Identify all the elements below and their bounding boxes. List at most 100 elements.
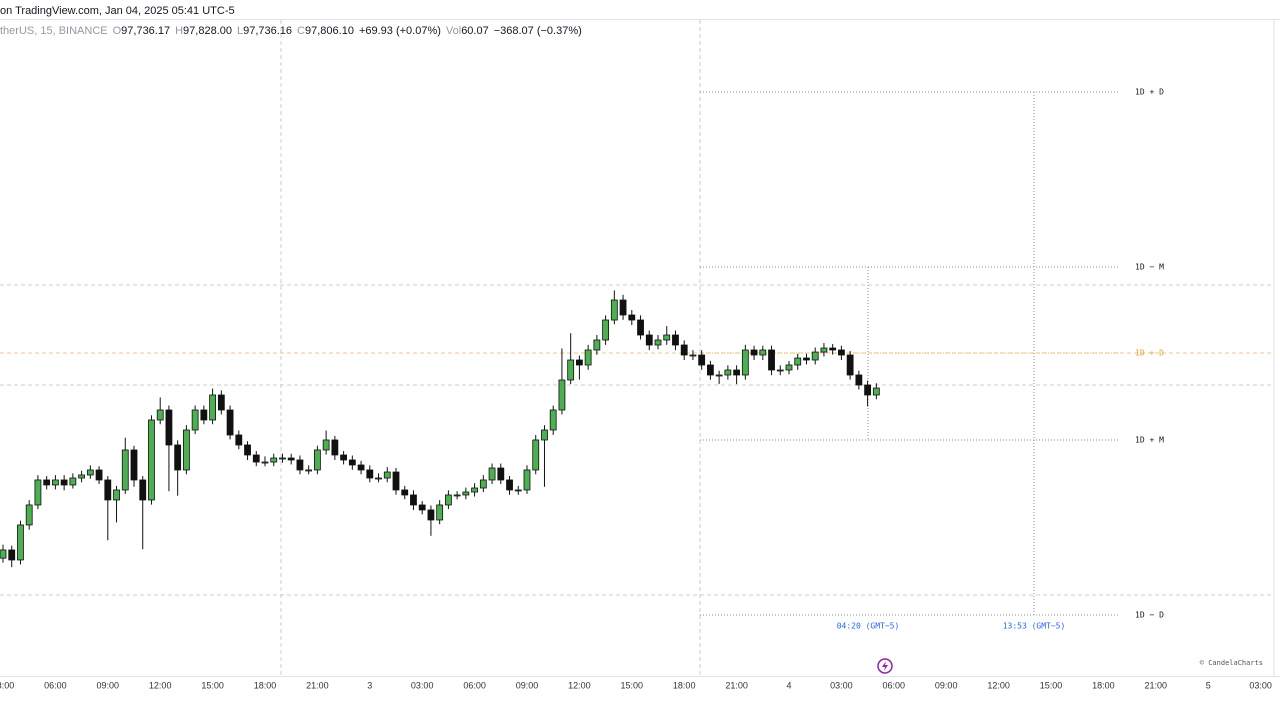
candle-body xyxy=(191,409,199,431)
x-tick-label: 12:00 xyxy=(987,680,1010,690)
candle-body xyxy=(60,479,68,486)
candle-body xyxy=(602,319,609,341)
level-label: 1D + D xyxy=(1135,88,1164,97)
candle-body xyxy=(331,439,339,456)
candle-body xyxy=(855,374,863,386)
field-value: 60.07 xyxy=(461,25,489,37)
candle-body xyxy=(392,471,400,491)
candle-body xyxy=(17,524,24,561)
candle-body xyxy=(357,464,365,471)
field-key: Vol xyxy=(446,25,461,37)
candle-body xyxy=(838,349,845,356)
candle-body xyxy=(829,347,837,351)
candle-body xyxy=(200,409,208,421)
candle-body xyxy=(558,379,566,411)
symbol: therUS, 15, BINANCE xyxy=(0,25,108,37)
x-tick-label: 5 xyxy=(1206,680,1211,690)
candle-body xyxy=(479,479,487,489)
candle-body xyxy=(0,549,7,559)
candle-body xyxy=(182,429,190,471)
field-value: +69.93 (+0.07%) xyxy=(359,25,441,37)
candle-body xyxy=(610,299,618,321)
candle-body xyxy=(514,489,522,492)
candle-body xyxy=(340,454,348,461)
candle-body xyxy=(69,477,77,486)
watermark: © CandelaCharts xyxy=(1200,659,1263,667)
candle-body xyxy=(235,434,243,446)
candle-body xyxy=(462,491,470,496)
field-value: −368.07 (−0.37%) xyxy=(494,25,582,37)
field-value: 97,736.17 xyxy=(121,25,170,37)
candle-body xyxy=(217,394,225,411)
candle-body xyxy=(637,319,644,336)
x-tick-label: 21:00 xyxy=(1145,680,1168,690)
x-tick-label: 09:00 xyxy=(935,680,958,690)
x-tick-label: 09:00 xyxy=(516,680,539,690)
alert-icon[interactable] xyxy=(877,658,893,674)
candle-body xyxy=(846,354,854,376)
candle-body xyxy=(427,509,435,521)
candle-body xyxy=(410,494,417,506)
candle-body xyxy=(436,504,444,521)
candle-body xyxy=(593,339,601,351)
field-value: 97,806.10 xyxy=(305,25,354,37)
candle-body xyxy=(121,449,129,491)
candle-body xyxy=(654,339,662,346)
candle-body xyxy=(383,471,391,479)
field-value: 97,736.16 xyxy=(243,25,292,37)
candle-body xyxy=(532,439,540,471)
x-tick-label: 03:00 xyxy=(1249,680,1272,690)
candle-body xyxy=(322,439,330,451)
candle-body xyxy=(95,469,103,481)
candle-body xyxy=(52,479,59,486)
ohlc-line: therUS, 15, BINANCE O97,736.17 H97,828.00 L… xyxy=(0,25,582,37)
field-key: O xyxy=(113,25,122,37)
x-tick-label: 06:00 xyxy=(883,680,906,690)
x-tick-label: 21:00 xyxy=(306,680,329,690)
candle-body xyxy=(785,364,793,371)
alert-bolt[interactable] xyxy=(882,661,888,671)
level-label: 1D − M xyxy=(1135,263,1164,272)
candle-body xyxy=(401,489,409,496)
candle-body xyxy=(43,479,51,486)
time-label: 04:20 (GMT−5) xyxy=(837,622,900,631)
candle-body xyxy=(864,384,871,396)
candle-body xyxy=(270,457,278,463)
level-label: 1D + D xyxy=(1135,349,1164,358)
candle-body xyxy=(794,357,802,366)
candle-body xyxy=(724,369,732,376)
candle-body xyxy=(741,349,749,376)
candle-body xyxy=(506,479,513,491)
candle-body xyxy=(689,354,697,357)
candle-body xyxy=(567,359,575,381)
candle-body xyxy=(803,357,810,361)
x-tick-label: 12:00 xyxy=(568,680,591,690)
candle-body xyxy=(619,299,627,316)
level-label: 1D + M xyxy=(1135,436,1164,445)
x-tick-label: 18:00 xyxy=(1092,680,1115,690)
candle-body xyxy=(156,409,164,421)
x-tick-label: 15:00 xyxy=(201,680,224,690)
candle-body xyxy=(453,494,461,497)
candle-body xyxy=(313,449,321,471)
x-tick-label: 15:00 xyxy=(1040,680,1063,690)
candle-body xyxy=(523,469,531,491)
candle-body xyxy=(148,419,155,501)
candle-body xyxy=(541,429,548,441)
candle-body xyxy=(174,444,182,471)
candle-body xyxy=(672,334,679,346)
candle-body xyxy=(444,494,452,506)
field-key: C xyxy=(297,25,305,37)
candle-body xyxy=(209,394,217,421)
candle-body xyxy=(130,449,138,481)
x-tick-label: 15:00 xyxy=(621,680,644,690)
candle-body xyxy=(820,347,828,353)
field-key: H xyxy=(175,25,183,37)
x-tick-label: 18:00 xyxy=(673,680,696,690)
x-tick-label: 4 xyxy=(786,680,791,690)
x-tick-label: 03:00 xyxy=(830,680,853,690)
candle-body xyxy=(811,351,819,361)
field-key: L xyxy=(237,25,243,37)
candle-body xyxy=(680,344,688,356)
